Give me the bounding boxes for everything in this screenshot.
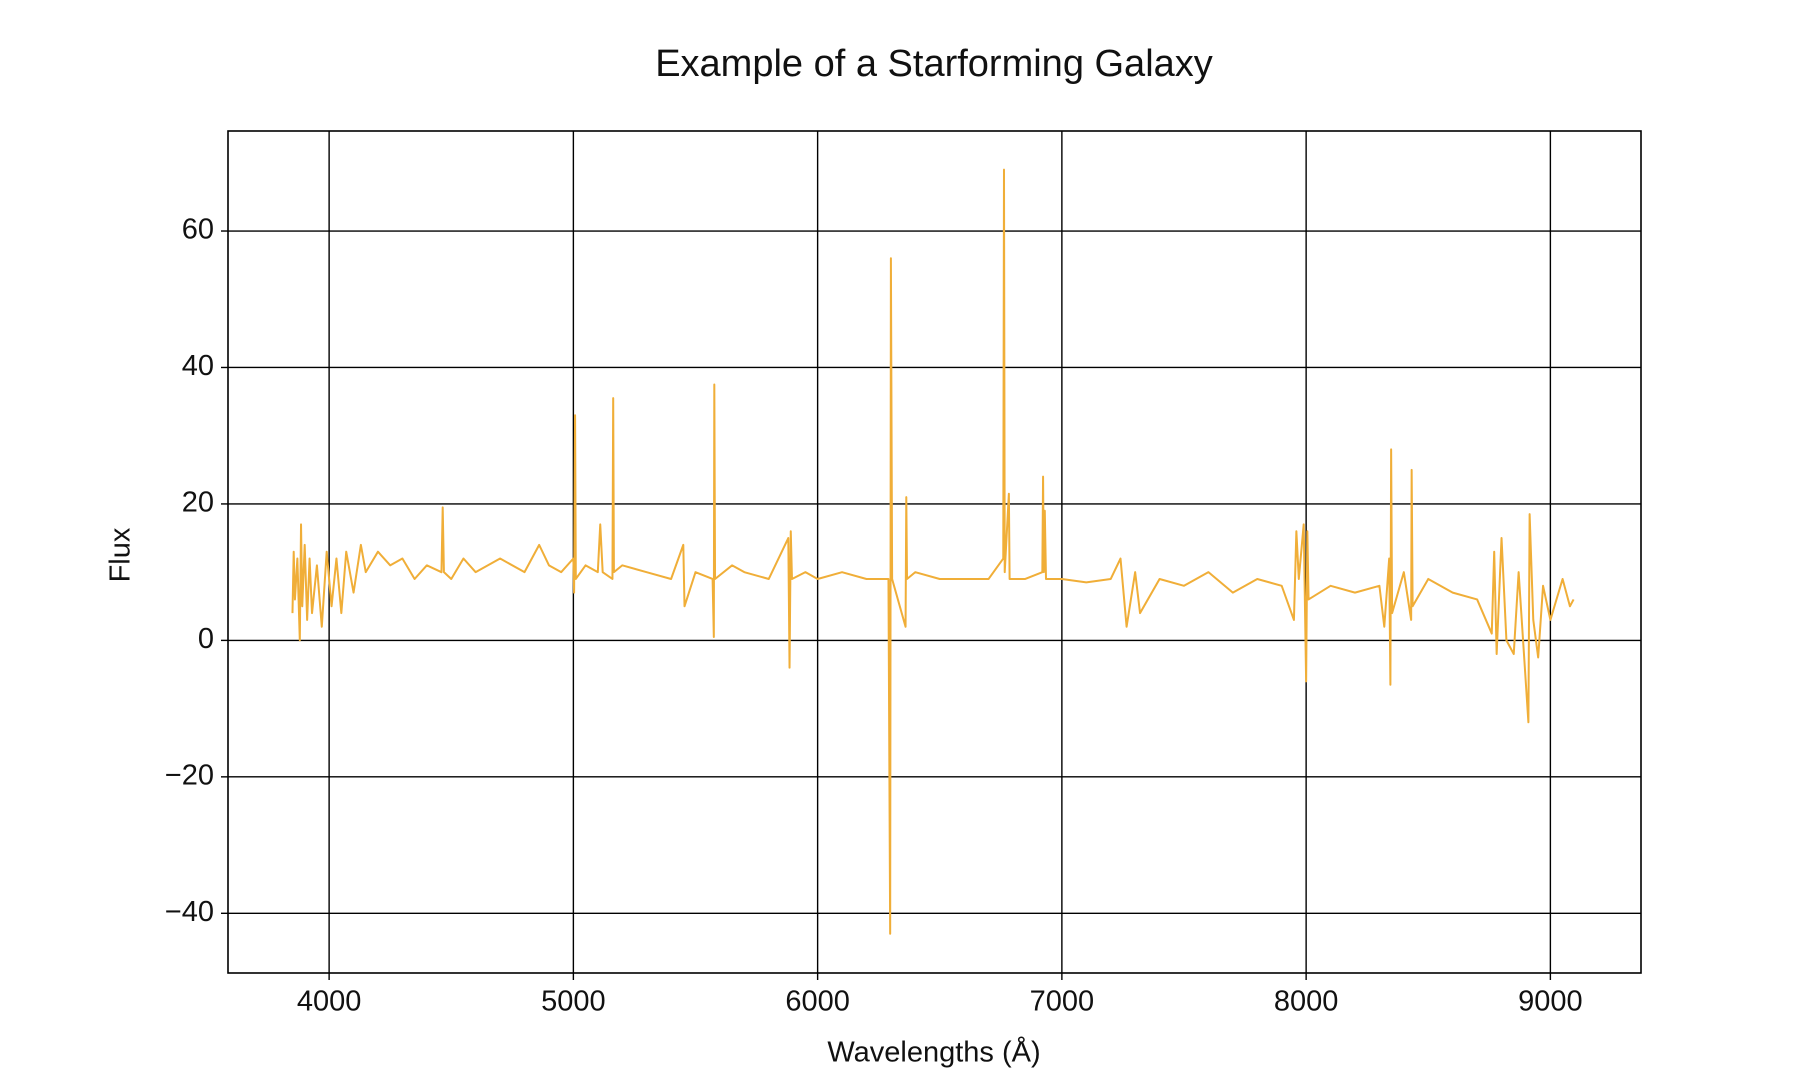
chart-title: Example of a Starforming Galaxy [655, 43, 1213, 85]
x-tick-label: 7000 [1030, 986, 1095, 1018]
y-tick-label: 0 [198, 623, 214, 655]
y-tick-label: 40 [182, 350, 214, 382]
y-tick-label: −40 [165, 896, 214, 928]
x-tick-label: 9000 [1518, 986, 1583, 1018]
y-tick-label: −20 [165, 760, 214, 792]
x-axis-label: Wavelengths (Å) [827, 1036, 1040, 1069]
plot-frame [227, 130, 1642, 974]
y-axis-label: Flux [105, 527, 137, 582]
y-tick-label: 60 [182, 214, 214, 246]
x-tick-label: 5000 [541, 986, 606, 1018]
y-tick-label: 20 [182, 487, 214, 519]
x-tick-label: 4000 [297, 986, 362, 1018]
x-tick-label: 6000 [785, 986, 850, 1018]
x-tick-label: 8000 [1274, 986, 1339, 1018]
spectrum-line [291, 168, 1575, 935]
